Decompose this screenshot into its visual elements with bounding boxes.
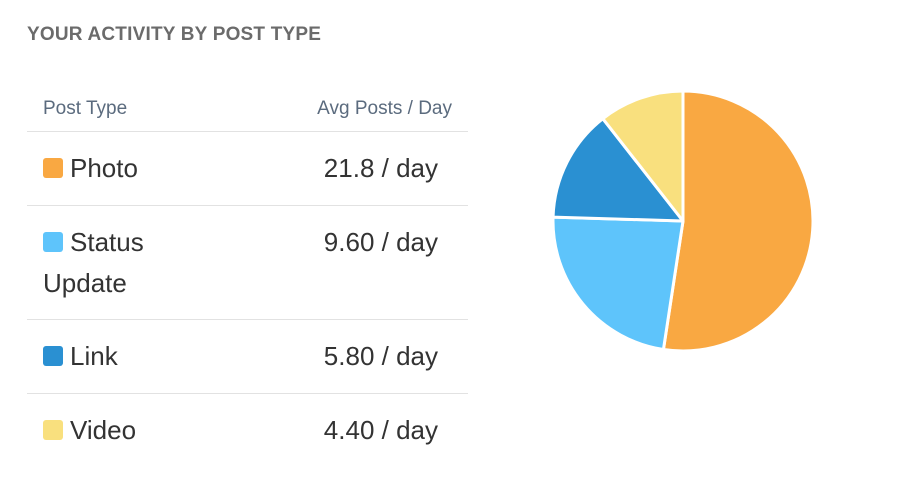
pie-slice-video (601, 89, 685, 223)
pie-slice-photo (661, 89, 815, 353)
table-row-status-update: Status Update 9.60 / day (27, 206, 468, 320)
table-row-video: Video 4.40 / day (27, 394, 468, 468)
column-header-avg-posts: Avg Posts / Day (317, 97, 452, 119)
row-label-video: Video (70, 415, 137, 445)
legend-swatch-video (43, 420, 63, 440)
table-row-link: Link 5.80 / day (27, 320, 468, 394)
row-label-photo: Photo (70, 153, 138, 183)
pie-chart (551, 89, 815, 353)
table-header: Post Type Avg Posts / Day (27, 86, 468, 132)
column-header-post-type: Post Type (43, 97, 128, 119)
pie-slice-link (551, 117, 685, 223)
row-value-video: 4.40 / day (323, 415, 438, 445)
legend-swatch-link (43, 346, 63, 366)
row-label-link: Link (70, 341, 118, 371)
legend-swatch-status-update (43, 232, 63, 252)
row-value-photo: 21.8 / day (323, 153, 438, 183)
row-label-status-update: Status Update (43, 227, 144, 298)
post-type-table: Post Type Avg Posts / Day Photo 21.8 / d… (27, 86, 468, 468)
chart-title: YOUR ACTIVITY BY POST TYPE (27, 24, 322, 45)
legend-swatch-photo (43, 158, 63, 178)
row-value-status-update: 9.60 / day (323, 227, 438, 257)
row-value-link: 5.80 / day (323, 341, 438, 371)
pie-slice-status-update (551, 215, 685, 352)
table-row-photo: Photo 21.8 / day (27, 132, 468, 206)
